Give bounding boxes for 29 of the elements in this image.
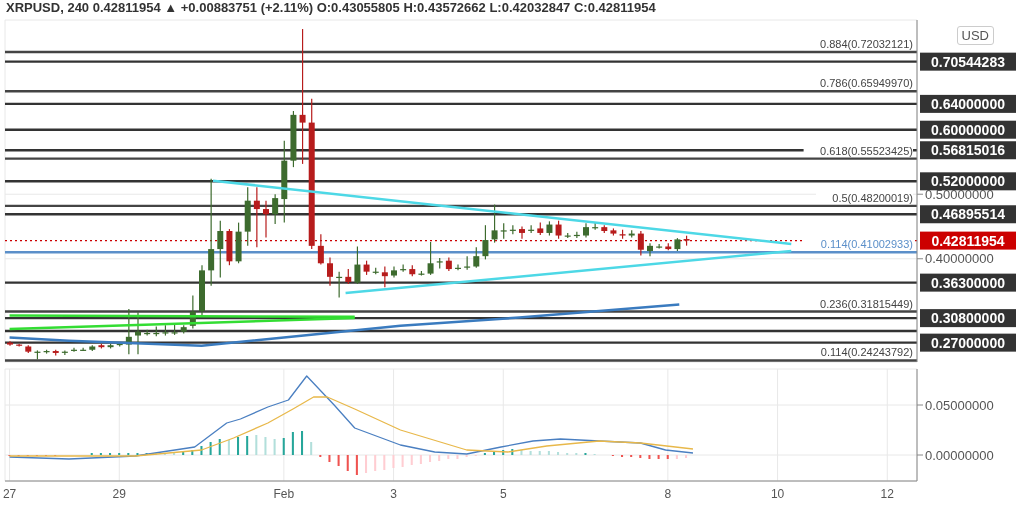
- ref-line-label: 0.884(0.72032121): [820, 38, 913, 51]
- y-tick-label: 0.40000000: [925, 251, 994, 267]
- x-tick-label: 12: [880, 486, 895, 501]
- x-tick-label: 10: [770, 486, 785, 501]
- y-tick-label: 0.00000000: [925, 447, 994, 463]
- x-tick-label: 3: [390, 486, 398, 501]
- x-tick-label: Feb: [273, 486, 295, 501]
- ref-line-label: 0.5(0.48200019): [832, 191, 913, 204]
- ref-line-label: 0.236(0.31815449): [820, 297, 913, 310]
- ref-line-label: 0.56815016: [931, 142, 1006, 159]
- ref-line-label: 0.64000000: [931, 95, 1006, 112]
- x-tick-label: 5: [499, 486, 507, 501]
- ref-line-label: 0.618(0.55523425): [820, 144, 913, 157]
- text: USD: [956, 26, 994, 45]
- ref-line-label: 0.46895514: [931, 206, 1006, 223]
- ref-line-label: 0.114(0.24243792): [820, 346, 913, 359]
- ref-line-label: 0.786(0.65949970): [820, 77, 913, 90]
- ref-line-label: 0.114(0.41002933): [820, 238, 913, 251]
- ref-line-label: 0.42811954: [931, 232, 1005, 249]
- ref-line-label: 0.30800000: [931, 310, 1006, 327]
- x-tick-label: 29: [112, 486, 127, 501]
- chart-title: XRPUSD, 240 0.42811954 ▲ +0.00883751 (+2.11%) O:0.43055805 H:0.43572662 L:0.42032847 C:0.42811954: [5, 0, 657, 17]
- y-tick-label: 0.05000000: [925, 397, 994, 413]
- ref-line-label: 0.60000000: [931, 121, 1006, 138]
- ref-line-label: 0.27000000: [931, 334, 1006, 351]
- ref-line-label: 0.70544283: [931, 53, 1006, 70]
- x-tick-label: 27: [2, 486, 17, 501]
- x-tick-label: 8: [664, 486, 672, 501]
- ref-line-label: 0.36300000: [931, 274, 1006, 291]
